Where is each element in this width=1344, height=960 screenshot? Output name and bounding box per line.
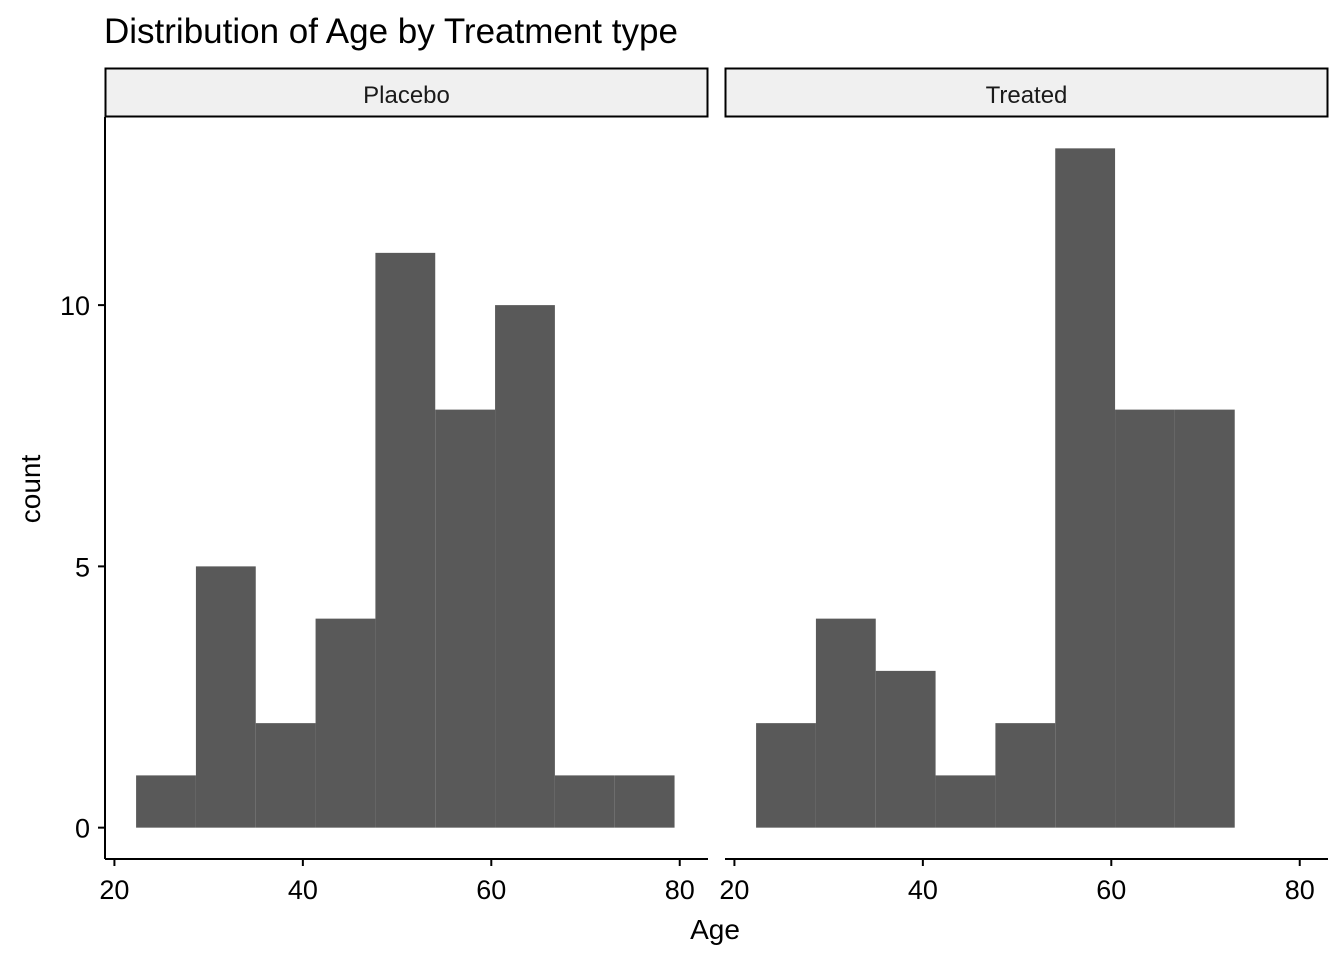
histogram-bar [614, 775, 675, 828]
histogram-bar [1055, 148, 1116, 828]
histogram-bar [756, 723, 816, 828]
x-tick-label: 20 [719, 875, 749, 905]
histogram-bar [375, 252, 436, 828]
facet-treated: Treated 20 40 60 80 [719, 67, 1329, 905]
y-tick-label: 5 [75, 552, 90, 582]
histogram-bar [136, 775, 196, 828]
x-axis-title: Age [690, 914, 740, 945]
x-tick-label: 60 [1096, 875, 1126, 905]
histogram-bar [995, 723, 1056, 828]
x-tick-label: 40 [908, 875, 938, 905]
facet-placebo: Placebo 20 40 60 80 0 5 10 [60, 67, 709, 905]
facet-strip [104, 67, 709, 118]
x-tick-label: 60 [476, 875, 506, 905]
x-tick-label: 80 [1285, 875, 1315, 905]
facet-strip-label: Placebo [363, 82, 450, 109]
histogram-bar [875, 670, 936, 828]
facet-strip [724, 67, 1329, 118]
histogram-bar [315, 618, 376, 828]
facet-strip-label: Treated [986, 82, 1068, 109]
x-tick-label: 40 [288, 875, 318, 905]
histogram-bar [495, 305, 555, 828]
chart-title: Distribution of Age by Treatment type [104, 12, 678, 51]
histogram-bar [554, 775, 615, 828]
histogram-bar [195, 566, 256, 828]
facet-panels: Placebo 20 40 60 80 0 5 10 Treated 20 40 60 80 [60, 67, 1329, 905]
histogram-bar [435, 409, 496, 828]
histogram-bar [1174, 409, 1235, 828]
y-axis-title: count [15, 455, 46, 524]
histogram-bar [815, 618, 876, 828]
x-tick-label: 20 [99, 875, 129, 905]
y-tick-label: 0 [75, 814, 90, 844]
histogram-bar [1115, 409, 1175, 828]
histogram-bar [255, 723, 316, 828]
x-tick-label: 80 [665, 875, 695, 905]
y-tick-label: 10 [60, 291, 90, 321]
histogram-bar [935, 775, 996, 828]
